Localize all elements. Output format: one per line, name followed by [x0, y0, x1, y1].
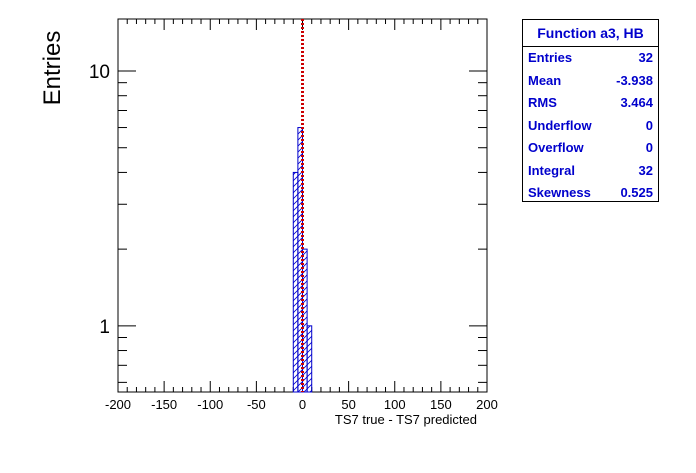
stats-value: -3.938	[616, 72, 653, 88]
x-tick-label: -100	[197, 397, 223, 412]
histogram-bin	[292, 171, 299, 393]
x-tick-label: 200	[476, 397, 498, 412]
stats-row: Entries 32	[523, 47, 658, 70]
stats-row: RMS 3.464	[523, 92, 658, 115]
stats-row: Skewness 0.525	[523, 182, 658, 205]
histogram-bin	[306, 325, 313, 393]
y-axis-label: Entries	[39, 31, 66, 106]
stats-label: Underflow	[528, 117, 592, 133]
stats-label: RMS	[528, 95, 557, 110]
y-tick-label: 1	[99, 317, 110, 338]
x-axis-label: TS7 true - TS7 predicted	[335, 412, 477, 427]
stats-title: Function a3, HB	[523, 20, 658, 47]
stats-label: Overflow	[528, 140, 584, 155]
stats-value: 0	[645, 117, 653, 133]
stats-label: Integral	[528, 162, 575, 178]
stats-label: Entries	[528, 50, 573, 65]
stats-label: Mean	[528, 72, 562, 88]
stats-row: Overflow 0	[523, 137, 658, 160]
stats-value: 0.525	[620, 185, 653, 200]
stats-value: 32	[638, 162, 653, 178]
stats-row: Underflow 0	[523, 115, 658, 138]
stats-value: 0	[645, 140, 653, 155]
stats-row: Mean -3.938	[523, 70, 658, 93]
x-tick-label: 150	[430, 397, 452, 412]
x-tick-label: -50	[247, 397, 266, 412]
stats-box: Function a3, HB Entries 32 Mean -3.938 RMS 3.…	[522, 19, 659, 202]
y-tick-label: 10	[89, 62, 110, 83]
x-tick-label: 0	[299, 397, 306, 412]
stats-value: 3.464	[620, 95, 653, 110]
x-tick-label: -150	[151, 397, 177, 412]
stats-value: 32	[638, 50, 653, 65]
x-tick-label: 50	[341, 397, 355, 412]
stats-label: Skewness	[528, 185, 591, 200]
stats-row: Integral 32	[523, 160, 658, 183]
x-tick-label: -200	[105, 397, 131, 412]
x-tick-label: 100	[384, 397, 406, 412]
